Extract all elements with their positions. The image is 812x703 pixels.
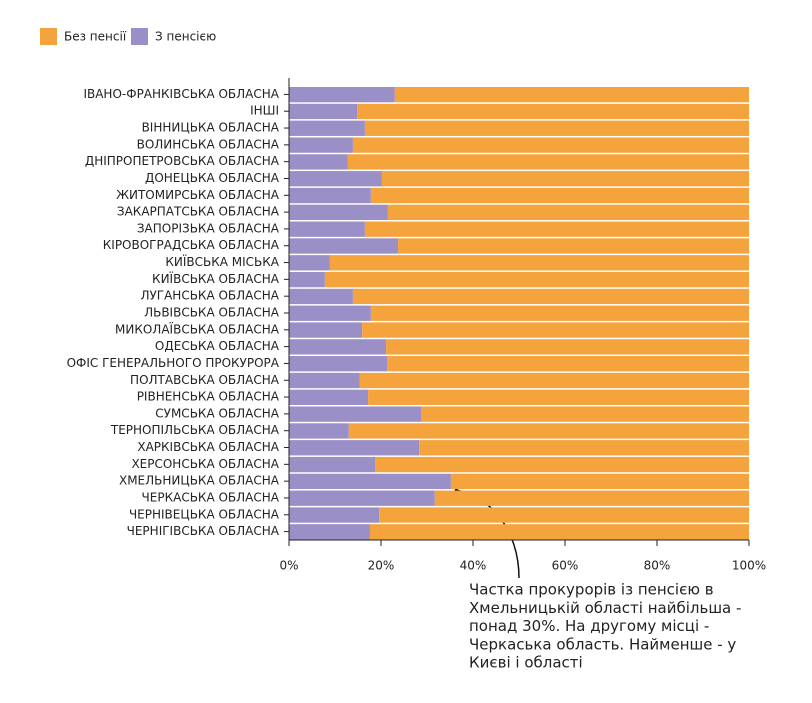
bar-segment [329,255,749,271]
y-tick-label: КИЇВСЬКА ОБЛАСНА [152,271,280,286]
bar-segment [394,87,749,103]
bar-segment [289,389,369,405]
bar-segment [289,372,360,389]
bar-segment [289,322,363,338]
bar-segment [289,187,371,204]
bar-segment [289,171,382,187]
legend-label: З пенсією [155,30,216,44]
y-tick-label: ВІННИЦЬКА ОБЛАСНА [142,121,280,135]
annotation-line: Хмельницькій області найбільша - [469,599,741,617]
legend-label: Без пенсії [64,30,127,44]
bar-segment [434,490,749,506]
bar-segment [289,440,420,456]
y-tick-label: ХЕРСОНСЬКА ОБЛАСНА [131,457,279,471]
bar-segment [348,423,749,439]
bar-segment [357,103,749,120]
y-tick-label: ЛУГАНСЬКА ОБЛАСНА [140,289,279,303]
y-tick-label: ЗАПОРІЗЬКА ОБЛАСНА [137,221,280,235]
annotation-line: Частка прокурорів із пенсією в [469,581,714,599]
bar-segment [289,473,451,490]
bar-segment [419,440,749,456]
y-tick-label: ОДЕСЬКА ОБЛАСНА [155,339,280,353]
y-tick-label: СУМСЬКА ОБЛАСНА [155,406,280,420]
y-tick-label: ЛЬВІВСЬКА ОБЛАСНА [144,306,280,320]
y-tick-label: ІВАНО-ФРАНКІВСЬКА ОБЛАСНА [83,87,279,101]
bar-segment [387,204,749,221]
bar-segment [368,389,749,405]
bar-segment [386,356,749,372]
bar-segment [289,87,395,103]
bar-segment [289,305,371,321]
y-tick-label: ХАРКІВСЬКА ОБЛАСНА [137,440,279,454]
bar-segment [450,473,749,490]
bar-segment [362,322,749,338]
y-tick-label: ІНШІ [250,104,279,118]
bar-segment [289,406,422,422]
legend-swatch [131,28,148,45]
bar-segment [289,137,353,153]
bar-segment [386,339,749,355]
y-tick-label: ДНІПРОПЕТРОВСЬКА ОБЛАСНА [85,154,280,168]
bar-segment [375,456,749,473]
y-tick-label: ХМЕЛЬНИЦЬКА ОБЛАСНА [119,474,280,488]
bar-segment [289,423,349,439]
y-tick-label: ТЕРНОПІЛЬСЬКА ОБЛАСНА [110,423,280,437]
y-tick-label: ОФІС ГЕНЕРАЛЬНОГО ПРОКУРОРА [67,356,280,370]
bar-segment [289,339,387,355]
bar-segment [421,406,749,422]
bar-segment [364,221,749,237]
bar-segment [379,507,749,523]
bar-segment [289,456,376,473]
bar-segment [289,103,358,120]
y-tick-label: ЖИТОМИРСЬКА ОБЛАСНА [116,188,280,202]
bar-segment [289,204,388,221]
annotation-line: Києві і області [469,654,583,672]
bar-segment [324,271,749,288]
y-tick-label: КИЇВСЬКА МІСЬКА [165,254,279,269]
x-tick-label: 20% [368,559,395,573]
x-tick-label: 80% [644,559,671,573]
bar-segment [289,356,387,372]
bar-segment [352,137,749,153]
legend-swatch [40,28,57,45]
bar-segment [289,238,399,254]
x-tick-label: 0% [279,559,298,573]
bar-segment [289,154,348,170]
x-tick-label: 60% [552,559,579,573]
y-tick-label: ЧЕРНІВЕЦЬКА ОБЛАСНА [129,507,280,521]
bar-segment [289,507,380,523]
bar-segment [289,271,325,288]
bar-segment [359,372,749,389]
bar-segment [289,288,353,305]
y-tick-label: ЗАКАРПАТСЬКА ОБЛАСНА [117,205,280,219]
bar-segment [289,221,365,237]
bar-segment [347,154,749,170]
y-tick-label: ЧЕРКАСЬКА ОБЛАСНА [142,490,280,504]
y-tick-label: КІРОВОГРАДСЬКА ОБЛАСНА [103,238,280,252]
bar-segment [352,288,749,305]
bar-segment [289,524,370,540]
y-tick-label: ДОНЕЦЬКА ОБЛАСНА [145,171,280,185]
bar-segment [289,490,435,506]
bar-segment [370,187,749,204]
y-tick-label: МИКОЛАЇВСЬКА ОБЛАСНА [115,321,280,336]
annotation-line: понад 30%. На другому місці - [469,617,709,635]
bar-segment [289,120,365,136]
annotation-line: Черкаська область. Найменше - у [469,635,736,653]
bar-segment [364,120,749,136]
y-tick-label: ЧЕРНІГІВСЬКА ОБЛАСНА [127,524,280,538]
bar-segment [370,305,749,321]
bar-segment [398,238,749,254]
y-tick-label: ПОЛТАВСЬКА ОБЛАСНА [130,373,280,387]
x-tick-label: 100% [732,559,766,573]
y-tick-label: ВОЛИНСЬКА ОБЛАСНА [137,137,280,151]
bar-segment [289,255,330,271]
x-tick-label: 40% [460,559,487,573]
bar-segment [369,524,749,540]
y-tick-label: РІВНЕНСЬКА ОБЛАСНА [137,390,280,404]
bar-segment [381,171,749,187]
